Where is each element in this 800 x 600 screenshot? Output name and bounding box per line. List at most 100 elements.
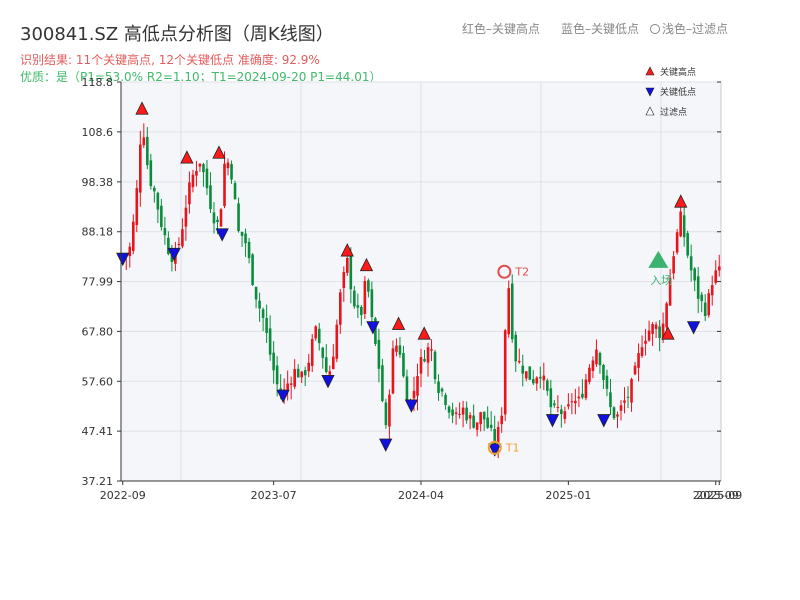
y-tick-label: 67.80 [82,325,114,338]
top-legend-light-label: 浅色–过滤点 [662,22,729,36]
candle-body [391,348,395,394]
candle-body [265,317,268,333]
candle-body [514,334,518,362]
candle-body [405,376,409,402]
candle-body [693,268,696,281]
y-tick-label: 108.6 [82,126,114,139]
candle-body [307,362,311,372]
candle-body [384,402,388,426]
candle-body [640,347,644,356]
candle-body [300,371,304,378]
candle-body [160,205,163,228]
candle-body [167,237,170,254]
candle-body [496,427,500,447]
candle-body [454,412,458,414]
candle-body [707,293,711,316]
y-tick-label: 98.38 [82,176,114,189]
legend-filtered-icon [645,106,655,116]
key-high-marker [340,243,354,257]
quality-summary: 优质：是（P1=53.0% R2=1.10；T1=2024-09-20 P1=4… [20,70,382,84]
candle-body [395,345,398,352]
key-low-marker [276,389,290,404]
y-tick-label: 47.41 [82,425,114,438]
candle-body [153,187,156,192]
key-high-marker [359,257,374,272]
legend-label: 关键高点 [660,66,696,78]
candle-body [717,266,721,271]
key-point-markers [116,101,701,457]
candle-body [198,163,202,167]
candle-body [230,163,233,180]
candle-body [212,212,216,224]
candle-body [286,383,289,390]
candle-body [577,396,581,399]
candle-body [367,280,370,292]
candle-body [609,392,612,408]
candle-body [567,404,570,407]
chart-title: 300841.SZ 高低点分析图（周K线图） [20,24,334,45]
candle-body [223,163,226,207]
key-low-marker [215,228,229,242]
candle-body [538,376,542,379]
entry-marker [648,250,669,268]
candle-body [461,407,465,415]
candle-body [444,394,447,405]
candle-body [493,428,496,446]
key-high-marker [417,326,431,340]
candle-body [679,211,682,237]
candle-body [458,413,461,415]
candle-body [374,318,377,344]
candle-body [226,162,230,169]
candle-body [686,233,689,256]
top-legend-light: 浅色–过滤点 [650,20,728,37]
candle-body [258,300,261,309]
candle-body [623,400,626,403]
candle-body [440,388,444,392]
candle-body [251,254,254,286]
key-high-marker [661,326,675,340]
key-low-marker [167,247,181,262]
candle-body [331,356,335,370]
candle-body [296,368,300,378]
candle-body [128,246,132,257]
candle-body [324,357,328,373]
candle-body [219,209,223,227]
candle-body [500,415,504,425]
candle-body [486,417,489,428]
candle-body [342,271,346,288]
candle-body [605,375,609,389]
candle-body [131,221,135,251]
key-high-marker [180,150,194,164]
candle-body [398,345,402,355]
key-low-marker [321,375,335,389]
candle-body [423,358,426,362]
candle-body [181,229,184,247]
candle-body [630,379,633,403]
candle-body [672,256,675,274]
x-tick-label: 2025-09 [696,489,742,502]
y-tick-label: 77.99 [82,276,114,289]
key-low-marker [366,321,380,335]
top-legend-red: 红色–关键高点 [462,22,541,36]
candle-body [654,324,658,329]
candle-body [521,365,525,374]
candle-body [581,393,584,398]
top-legend-blue: 蓝色–关键低点 [561,22,640,36]
candle-body [595,349,598,365]
candle-body [542,375,546,381]
candle-body [560,409,563,415]
key-low-marker [116,252,130,267]
candle-body [700,294,704,302]
candle-body [163,228,167,236]
candle-body [346,257,349,273]
candle-body [209,185,212,210]
candle-body [370,289,374,318]
key-high-marker [391,316,406,330]
candle-body [619,405,623,411]
y-tick-label: 118.8 [82,76,114,89]
x-tick-label: 2025-09 [693,489,739,502]
candle-body [475,422,479,430]
candle-body [451,409,454,416]
